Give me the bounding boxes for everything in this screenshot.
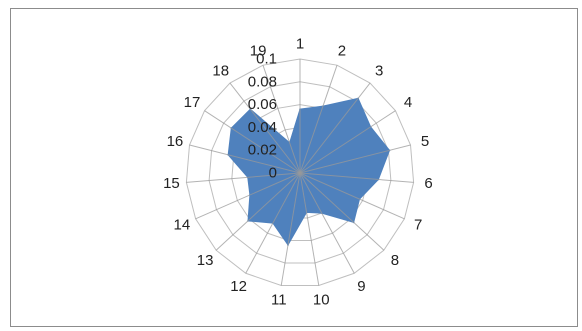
category-label-17: 17 bbox=[184, 94, 201, 111]
spoke-9 bbox=[299, 172, 355, 274]
category-label-9: 9 bbox=[357, 278, 365, 295]
spoke-11 bbox=[280, 172, 301, 286]
category-label-14: 14 bbox=[174, 216, 191, 233]
spoke-12 bbox=[245, 172, 301, 274]
radial-tick-label: 0.02 bbox=[248, 142, 277, 159]
spoke-14 bbox=[195, 172, 301, 220]
radial-tick-label: 0.08 bbox=[248, 73, 277, 90]
category-label-19: 19 bbox=[250, 42, 267, 59]
category-label-11: 11 bbox=[271, 292, 287, 309]
category-label-10: 10 bbox=[313, 292, 330, 309]
radial-tick-label: 0.06 bbox=[248, 96, 277, 113]
category-label-18: 18 bbox=[212, 63, 229, 80]
category-label-3: 3 bbox=[375, 63, 383, 80]
radial-tick-label: 0 bbox=[269, 165, 277, 182]
category-label-7: 7 bbox=[414, 216, 422, 233]
spoke-19 bbox=[262, 65, 301, 174]
spoke-13 bbox=[215, 172, 301, 251]
spoke-10 bbox=[299, 172, 320, 286]
category-label-4: 4 bbox=[404, 94, 412, 111]
radar-spokes bbox=[186, 59, 414, 286]
radial-tick-label: 0.1 bbox=[256, 51, 277, 68]
spoke-17 bbox=[204, 110, 301, 174]
spoke-8 bbox=[299, 172, 385, 251]
series-layer bbox=[227, 97, 391, 246]
spoke-3 bbox=[299, 82, 371, 174]
grid-ring bbox=[185, 58, 415, 286]
series-area bbox=[227, 97, 391, 246]
spoke-7 bbox=[299, 172, 405, 220]
spoke-15 bbox=[186, 172, 301, 183]
category-label-8: 8 bbox=[391, 252, 399, 269]
category-label-13: 13 bbox=[197, 252, 214, 269]
spoke-18 bbox=[229, 82, 301, 174]
category-label-12: 12 bbox=[230, 278, 247, 295]
radial-tick-label: 0.04 bbox=[248, 119, 277, 136]
spoke-4 bbox=[299, 110, 396, 174]
spoke-2 bbox=[299, 65, 338, 174]
category-label-1: 1 bbox=[296, 36, 304, 53]
category-label-2: 2 bbox=[338, 42, 346, 59]
category-label-5: 5 bbox=[421, 133, 429, 150]
spoke-5 bbox=[299, 144, 411, 174]
category-label-16: 16 bbox=[167, 133, 184, 150]
category-label-6: 6 bbox=[424, 175, 432, 192]
spoke-16 bbox=[189, 144, 301, 174]
spoke-6 bbox=[299, 172, 414, 183]
category-label-15: 15 bbox=[163, 175, 180, 192]
radial-tick-labels: 0 0.02 0.04 0.06 0.08 0.1 bbox=[248, 51, 277, 182]
grid-ring bbox=[208, 81, 392, 264]
